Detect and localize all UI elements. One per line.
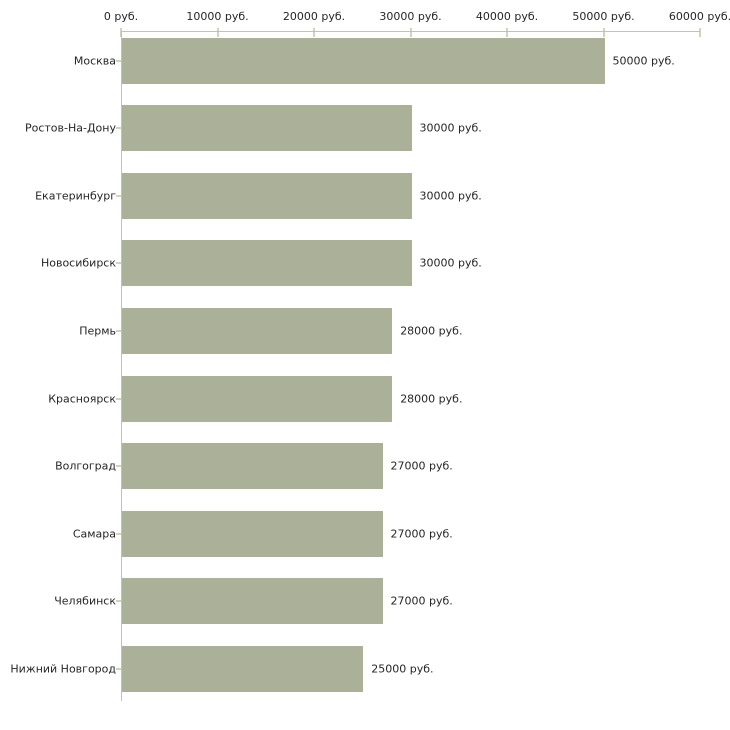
x-axis-tick-label: 50000 руб. [572,10,635,23]
bar [122,510,383,557]
x-axis-tick-label: 30000 руб. [379,10,442,23]
bar [122,578,383,625]
value-label: 27000 руб. [390,594,453,608]
category-tick-mark [116,262,121,265]
value-label: 30000 руб. [419,121,482,135]
category-label: Екатеринбург [35,189,116,203]
x-axis-line [121,31,700,32]
value-label: 50000 руб. [612,54,675,67]
x-axis-tick-label: 40000 руб. [475,10,539,23]
value-label: 25000 руб. [371,662,434,676]
x-axis-tick-label: 0 руб. [103,10,139,23]
x-axis-tick-mark [506,28,508,37]
value-label: 30000 руб. [419,189,482,203]
category-label: Самара [72,527,116,541]
category-tick-mark [116,532,121,535]
category-label: Москва [73,54,116,67]
bar [122,37,605,84]
value-label: 28000 руб. [400,324,463,338]
bar [122,105,412,152]
x-axis-tick-label: 10000 руб. [186,10,249,23]
value-label: 27000 руб. [390,459,453,473]
bar [122,172,412,219]
x-axis-tick-mark [313,28,315,37]
value-label: 28000 руб. [400,392,463,405]
bar [122,240,412,287]
x-axis-tick-mark [699,28,701,37]
x-axis-tick-label: 20000 руб. [282,10,346,23]
bar [122,443,383,490]
category-label: Волгоград [55,459,116,473]
bar [122,375,393,422]
category-tick-mark [116,465,121,468]
category-label: Красноярск [48,392,116,405]
category-tick-mark [116,600,121,603]
x-axis-tick-mark [216,28,219,37]
category-label: Челябинск [54,594,116,608]
category-tick-mark [116,329,121,332]
bar [122,307,393,354]
category-label: Новосибирск [40,256,116,270]
category-tick-mark [116,397,121,400]
value-label: 27000 руб. [390,527,453,541]
category-label: Ростов-На-Дону [24,121,116,135]
bar [122,645,364,692]
value-label: 30000 руб. [419,256,482,270]
category-tick-mark [116,667,121,670]
x-axis-tick-label: 60000 руб. [668,10,730,23]
category-label: Нижний Новгород [10,662,116,676]
x-axis-tick-mark [602,28,605,37]
category-label: Пермь [79,324,116,338]
y-axis-line [121,31,122,701]
x-axis-tick-mark [409,28,412,37]
category-tick-mark [116,127,121,130]
category-tick-mark [116,59,121,62]
category-tick-mark [116,194,121,197]
